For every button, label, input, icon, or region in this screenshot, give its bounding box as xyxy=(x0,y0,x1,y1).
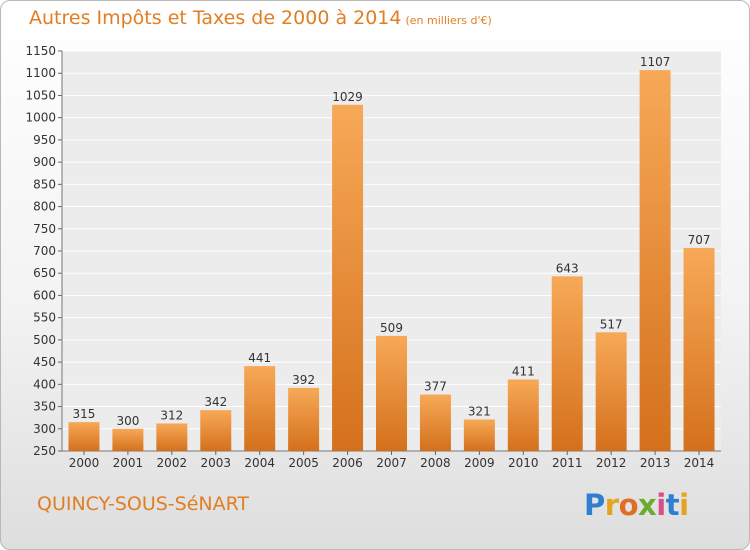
logo-letter: i xyxy=(679,488,689,522)
x-tick-label: 2001 xyxy=(113,456,144,470)
y-tick-label: 1000 xyxy=(25,111,56,125)
y-tick-label: 750 xyxy=(33,222,56,236)
y-tick-label: 700 xyxy=(33,244,56,258)
bar-value-label: 1029 xyxy=(332,90,363,104)
bar-value-label: 312 xyxy=(160,408,183,422)
bar xyxy=(244,366,276,451)
y-tick-label: 850 xyxy=(33,177,56,191)
x-tick-label: 2010 xyxy=(508,456,539,470)
bar-value-label: 377 xyxy=(424,380,447,394)
x-tick-label: 2014 xyxy=(684,456,715,470)
y-tick-label: 500 xyxy=(33,333,56,347)
bar-value-label: 342 xyxy=(204,395,227,409)
y-tick-label: 800 xyxy=(33,200,56,214)
chart-title-text: Autres Impôts et Taxes de 2000 à 2014 xyxy=(29,7,402,29)
bar xyxy=(376,335,407,451)
bar-value-label: 392 xyxy=(292,373,315,387)
bar xyxy=(683,247,715,451)
logo-letter: P xyxy=(584,488,605,522)
logo-letter: x xyxy=(638,488,657,522)
bar-value-label: 643 xyxy=(556,261,579,275)
bar-value-label: 707 xyxy=(688,233,711,247)
logo-letter: r xyxy=(604,488,619,522)
chart-subtitle: (en milliers d'€) xyxy=(405,14,492,27)
y-tick-label: 950 xyxy=(33,133,56,147)
bar xyxy=(156,423,188,451)
bar xyxy=(419,394,451,451)
bar xyxy=(200,410,232,451)
bar xyxy=(112,428,144,451)
x-tick-label: 2002 xyxy=(157,456,188,470)
bar-value-label: 509 xyxy=(380,321,403,335)
x-tick-label: 2007 xyxy=(376,456,407,470)
y-tick-label: 450 xyxy=(33,355,56,369)
proxiti-logo: Proxiti xyxy=(584,488,689,522)
y-tick-label: 600 xyxy=(33,288,56,302)
x-tick-label: 2012 xyxy=(596,456,627,470)
bar-value-label: 1107 xyxy=(640,55,671,69)
x-tick-label: 2000 xyxy=(69,456,100,470)
x-tick-label: 2003 xyxy=(200,456,231,470)
y-tick-label: 550 xyxy=(33,311,56,325)
y-tick-label: 350 xyxy=(33,400,56,414)
x-tick-label: 2009 xyxy=(464,456,495,470)
bar xyxy=(551,276,583,451)
y-tick-label: 1150 xyxy=(25,44,56,58)
city-name: QUINCY-SOUS-SéNART xyxy=(37,493,250,515)
bar-value-label: 300 xyxy=(116,414,139,428)
bar xyxy=(639,70,671,451)
x-tick-label: 2013 xyxy=(640,456,671,470)
logo-letter: t xyxy=(665,488,680,522)
y-tick-label: 300 xyxy=(33,422,56,436)
x-tick-label: 2006 xyxy=(332,456,363,470)
y-tick-label: 400 xyxy=(33,377,56,391)
x-tick-label: 2011 xyxy=(552,456,583,470)
y-tick-label: 900 xyxy=(33,155,56,169)
bar-value-label: 517 xyxy=(600,317,623,331)
bar xyxy=(288,387,320,451)
logo-letter: i xyxy=(656,488,666,522)
x-tick-label: 2005 xyxy=(288,456,319,470)
y-tick-label: 1050 xyxy=(25,88,56,102)
bar-value-label: 441 xyxy=(248,351,271,365)
x-tick-label: 2004 xyxy=(244,456,275,470)
y-tick-label: 250 xyxy=(33,444,56,458)
y-tick-label: 650 xyxy=(33,266,56,280)
bar-value-label: 411 xyxy=(512,364,535,378)
bar-value-label: 315 xyxy=(73,407,96,421)
bar xyxy=(507,379,539,451)
y-tick-label: 1100 xyxy=(25,66,56,80)
bar xyxy=(332,104,364,452)
bar-value-label: 321 xyxy=(468,404,491,418)
bar xyxy=(595,332,627,451)
x-tick-label: 2008 xyxy=(420,456,451,470)
bar xyxy=(463,419,495,451)
logo-letter: o xyxy=(618,488,639,522)
chart-title: Autres Impôts et Taxes de 2000 à 2014 (en… xyxy=(29,7,492,29)
bar xyxy=(68,422,100,451)
